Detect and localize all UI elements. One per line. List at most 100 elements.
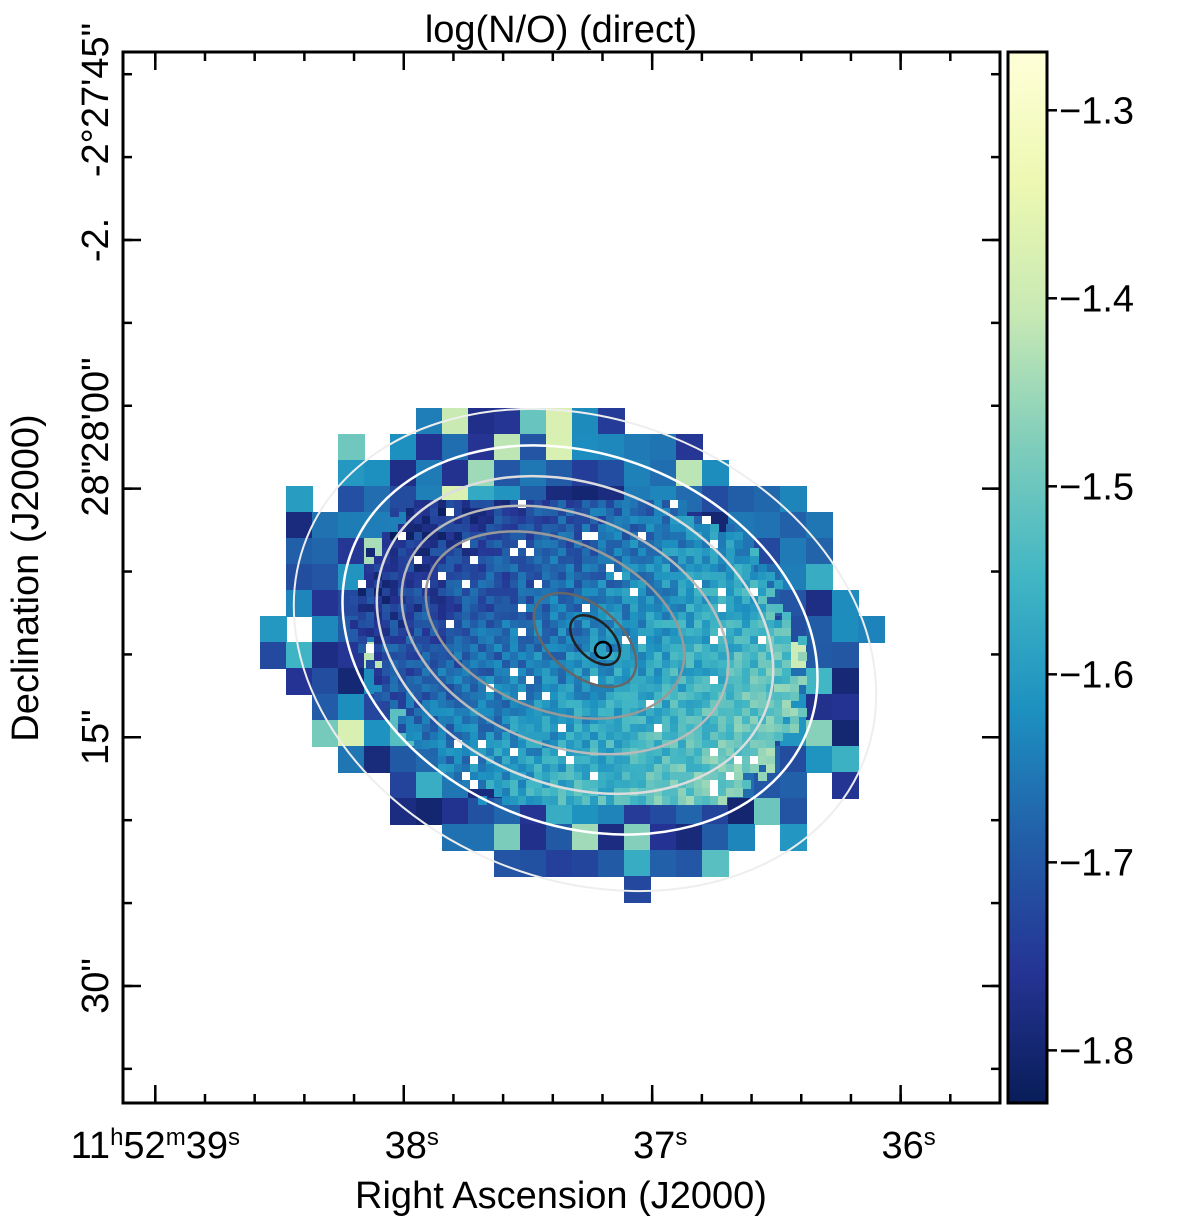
- map-pixel: [510, 524, 519, 533]
- map-pixel: [758, 668, 767, 677]
- map-pixel: [598, 540, 607, 549]
- map-pixel: [630, 636, 639, 645]
- map-pixel: [694, 548, 703, 557]
- map-pixel: [598, 524, 607, 533]
- map-pixel: [470, 556, 479, 565]
- contour: [400, 504, 730, 756]
- map-pixel: [422, 724, 431, 733]
- map-pixel: [558, 652, 567, 661]
- map-pixel: [454, 564, 463, 573]
- map-pixel: [454, 772, 463, 781]
- map-pixel: [542, 764, 551, 773]
- map-pixel: [494, 676, 503, 685]
- map-pixel: [622, 620, 631, 629]
- map-pixel: [502, 612, 511, 621]
- map-pixel: [526, 732, 535, 741]
- map-pixel: [606, 548, 615, 557]
- map-pixel: [598, 612, 607, 621]
- map-pixel: [726, 740, 735, 749]
- map-pixel: [446, 620, 455, 629]
- map-pixel: [686, 572, 695, 581]
- map-pixel: [710, 604, 719, 613]
- map-pixel: [510, 500, 519, 509]
- map-pixel: [654, 660, 663, 669]
- map-pixel: [638, 516, 647, 525]
- map-pixel: [494, 580, 503, 589]
- map-pixel: [742, 676, 751, 685]
- map-pixel: [422, 564, 431, 573]
- map-pixel: [780, 538, 807, 565]
- map-pixel: [650, 850, 677, 877]
- map-pixel: [702, 620, 711, 629]
- map-pixel: [422, 636, 431, 645]
- map-pixel: [406, 644, 415, 653]
- colorbar: [1008, 52, 1047, 1103]
- map-pixel: [702, 764, 711, 773]
- map-pixel: [622, 660, 631, 669]
- map-pixel: [670, 524, 679, 533]
- y-axis-label: Declination (J2000): [5, 414, 47, 741]
- map-pixel: [606, 604, 615, 613]
- map-pixel: [654, 508, 663, 517]
- map-pixel: [406, 532, 415, 541]
- map-pixel: [726, 764, 735, 773]
- map-pixel: [566, 772, 575, 781]
- map-pixel: [662, 620, 671, 629]
- map-pixel: [678, 676, 687, 685]
- map-pixel: [454, 628, 463, 637]
- map-pixel: [574, 604, 583, 613]
- map-pixel: [486, 620, 495, 629]
- map-pixel: [646, 652, 655, 661]
- map-pixel: [630, 540, 639, 549]
- map-pixel: [518, 788, 527, 797]
- map-pixel: [422, 644, 431, 653]
- map-pixel: [446, 540, 455, 549]
- map-pixel: [662, 548, 671, 557]
- map-pixel: [774, 644, 783, 653]
- map-pixel: [526, 508, 535, 517]
- map-pixel: [734, 692, 743, 701]
- map-pixel: [358, 636, 367, 645]
- map-pixel: [502, 644, 511, 653]
- map-pixel: [574, 652, 583, 661]
- map-pixel: [606, 516, 615, 525]
- map-pixel: [726, 620, 735, 629]
- map-pixel: [686, 692, 695, 701]
- map-pixel: [662, 628, 671, 637]
- map-pixel: [534, 628, 543, 637]
- map-pixel: [832, 668, 859, 695]
- map-pixel: [502, 660, 511, 669]
- map-pixel: [662, 708, 671, 717]
- map-pixel: [366, 564, 375, 573]
- map-pixel: [398, 700, 407, 709]
- map-pixel: [630, 572, 639, 581]
- map-pixel: [430, 564, 439, 573]
- map-pixel: [470, 724, 479, 733]
- map-pixel: [726, 596, 735, 605]
- map-pixel: [558, 668, 567, 677]
- map-pixel: [702, 824, 729, 851]
- map-pixel: [542, 772, 551, 781]
- map-pixel: [534, 556, 543, 565]
- map-pixel: [590, 556, 599, 565]
- map-pixel: [630, 700, 639, 709]
- map-pixel: [478, 708, 487, 717]
- map-pixel: [646, 716, 655, 725]
- map-pixel: [398, 724, 407, 733]
- map-pixel: [446, 724, 455, 733]
- map-pixel: [590, 780, 599, 789]
- contour: [292, 407, 878, 893]
- map-pixel: [832, 616, 859, 643]
- map-pixel: [534, 500, 543, 509]
- map-pixel: [742, 604, 751, 613]
- map-pixel: [614, 596, 623, 605]
- map-pixel: [534, 740, 543, 749]
- map-pixel: [654, 644, 663, 653]
- map-pixel: [494, 700, 503, 709]
- map-pixel: [518, 548, 527, 557]
- map-pixel: [438, 756, 447, 765]
- map-pixel: [534, 676, 543, 685]
- map-pixel: [638, 668, 647, 677]
- map-pixel: [414, 732, 423, 741]
- map-pixel: [454, 724, 463, 733]
